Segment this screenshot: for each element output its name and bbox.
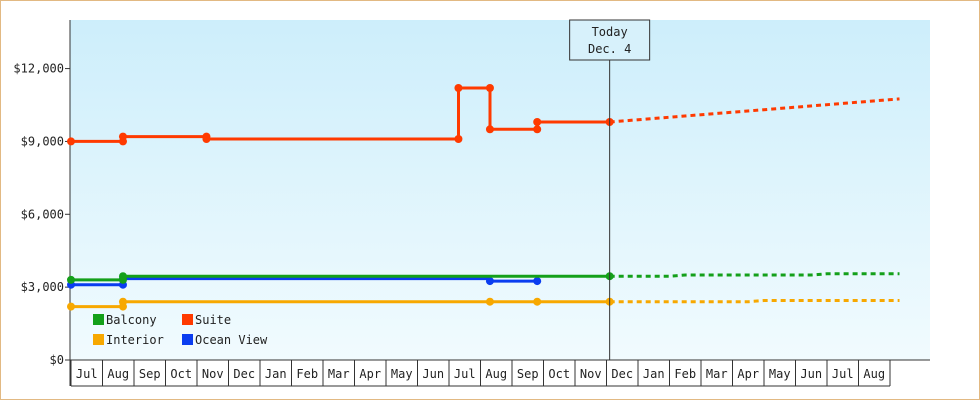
x-tick-label: May [391, 367, 413, 381]
x-tick-label: Nov [202, 367, 224, 381]
suite-point [533, 118, 542, 126]
legend-label-interior: Interior [106, 333, 164, 347]
legend: Balcony Suite Interior Ocean View [93, 313, 268, 347]
x-tick-label: Oct [548, 367, 570, 381]
x-tick-label: Aug [863, 367, 885, 381]
y-tick-label: $0 [50, 353, 64, 367]
x-tick-label: Feb [296, 367, 318, 381]
today-marker: Today Dec. 4 [569, 19, 651, 360]
suite-point [202, 135, 211, 143]
y-tick-label: $3,000 [21, 280, 64, 294]
x-tick-label: Feb [674, 367, 696, 381]
series-layer [67, 84, 900, 311]
ocean-view-series-line [71, 277, 538, 287]
balcony-forecast-line [609, 272, 900, 278]
x-tick-label: Sep [517, 367, 539, 381]
suite-forecast-line [609, 97, 900, 124]
x-tick-label: Jul [832, 367, 854, 381]
suite-point [454, 84, 463, 92]
legend-label-suite: Suite [195, 313, 231, 327]
y-tick-label: $6,000 [21, 207, 64, 221]
interior-point [485, 297, 494, 306]
x-tick-label: Dec [233, 367, 255, 381]
y-tick-label: $9,000 [21, 134, 64, 148]
x-axis: Jul Aug Sep Oct Nov Dec Jan Feb Mar Apr May Jun Jul A… [69, 359, 930, 387]
y-tick-label: $12,000 [13, 62, 64, 76]
balcony-point [67, 275, 75, 284]
x-tick-label: Nov [580, 367, 602, 381]
legend-swatch-interior [93, 334, 104, 345]
x-tick-label: Oct [170, 367, 192, 381]
x-tick-label: Apr [359, 367, 381, 381]
x-tick-label: Mar [706, 367, 728, 381]
suite-point [533, 125, 542, 134]
suite-point [485, 84, 494, 92]
today-label: Today [592, 25, 628, 39]
x-tick-label: Sep [139, 367, 161, 381]
x-tick-label: Dec [611, 367, 633, 381]
x-tick-label: Jun [800, 367, 822, 381]
today-box [569, 19, 651, 61]
y-axis: $0 $3,000 $6,000 $9,000 $12,000 [13, 20, 71, 367]
x-tick-label: Apr [737, 367, 759, 381]
suite-point [67, 137, 75, 146]
x-tick-label: Jul [76, 367, 98, 381]
suite-point [118, 132, 127, 141]
interior-point [67, 302, 75, 311]
ocean-view-point [533, 277, 542, 286]
legend-label-balcony: Balcony [106, 313, 157, 327]
interior-point [118, 297, 127, 306]
suite-point [485, 125, 494, 134]
x-tick-label: Mar [328, 367, 350, 381]
x-tick-label: Jan [265, 367, 287, 381]
legend-swatch-suite [182, 314, 193, 325]
legend-swatch-balcony [93, 314, 104, 325]
x-tick-label: Aug [107, 367, 129, 381]
ocean-view-point [485, 277, 494, 286]
balcony-point [118, 272, 127, 281]
x-tick-label: Aug [485, 367, 507, 381]
legend-label-ocean-view: Ocean View [195, 333, 268, 347]
x-tick-label: Jul [454, 367, 476, 381]
today-date: Dec. 4 [588, 42, 631, 56]
x-tick-label: May [769, 367, 791, 381]
legend-swatch-ocean-view [182, 334, 193, 345]
plot-background [70, 20, 930, 360]
x-tick-label: Jun [422, 367, 444, 381]
suite-point [454, 135, 463, 143]
x-tick-label: Jan [643, 367, 665, 381]
interior-forecast-line [609, 299, 900, 304]
interior-point [533, 297, 542, 306]
